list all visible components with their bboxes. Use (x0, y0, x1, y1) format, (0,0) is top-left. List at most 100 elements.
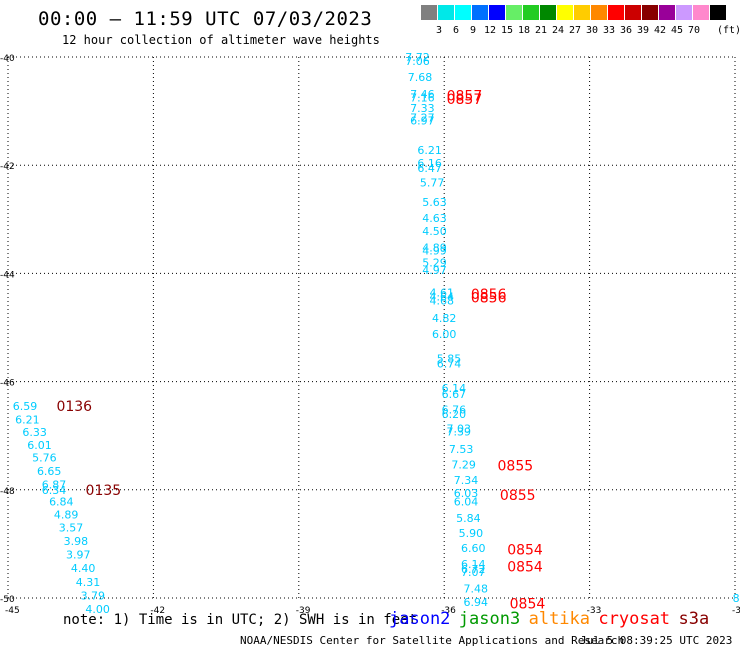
track-west-value: 4.31 (76, 576, 101, 589)
track-west-value: 4.40 (71, 562, 96, 575)
legend-label: 39 (637, 25, 650, 36)
altimeter-tracks: 7.727.067.687.467.167.337.276.976.216.16… (13, 51, 740, 616)
track-east-value: 7.27 (410, 112, 435, 125)
legend-swatch (557, 5, 573, 20)
pass-time-label: 0854 (507, 560, 543, 576)
legend-swatch (642, 5, 658, 20)
legend-label: 12 (484, 25, 497, 36)
track-east-value: 7.39 (446, 425, 471, 438)
page-subtitle: 12 hour collection of altimeter wave hei… (62, 33, 380, 47)
track-west-value: 5.76 (32, 451, 57, 464)
legend-unit: (ft) (717, 25, 740, 36)
track-west-value: 4.00 (85, 603, 110, 616)
pass-time-label: 0857 (447, 88, 483, 104)
satellite-altika: altika (528, 609, 591, 629)
track-west-value: 6.33 (22, 426, 47, 439)
map-grid (7, 56, 736, 599)
legend-label: 42 (654, 25, 667, 36)
track-east-value: 4.89 (422, 241, 447, 254)
track-east-value: 4.82 (432, 312, 457, 325)
track-east-value: 6.14 (461, 558, 486, 571)
track-west-value: 6.21 (15, 413, 40, 426)
y-tick-label: -50 (0, 595, 15, 605)
track-east-value: 7.46 (410, 88, 435, 101)
legend-swatch (421, 5, 437, 20)
pass-time-label: 0857 (447, 92, 483, 108)
track-east-value: 6.60 (461, 542, 486, 555)
pass-time-label: 0855 (498, 458, 534, 474)
legend-swatch (659, 5, 675, 20)
legend-swatch (710, 5, 726, 20)
legend-label: 27 (569, 25, 582, 36)
legend-label: 21 (535, 25, 548, 36)
track-east-value: 4.50 (422, 225, 447, 238)
track-west-value: 6.87 (42, 478, 67, 491)
track-east-value: 7.06 (405, 55, 430, 68)
satellite-s3a: s3a (678, 609, 710, 629)
track-east-value: 6.67 (442, 388, 467, 401)
track-west-value: 4.89 (54, 509, 79, 522)
legend-swatch (540, 5, 556, 20)
y-tick-label: -42 (0, 162, 15, 172)
legend-label: 24 (552, 25, 565, 36)
track-east-value: 6.14 (442, 382, 467, 395)
track-east-value: 5.29 (422, 257, 447, 270)
satellite-jason2: jason2 (389, 609, 451, 629)
track-east-value: 4.64 (430, 291, 455, 304)
legend-label: 45 (671, 25, 684, 36)
pass-time-label: 0855 (500, 488, 536, 504)
legend-swatch (472, 5, 488, 20)
legend-swatch (506, 5, 522, 20)
track-east-value: 7.07 (461, 566, 486, 579)
pass-time-label: 0854 (507, 542, 543, 558)
track-east-value: 6.74 (437, 358, 462, 371)
legend-swatch (591, 5, 607, 20)
track-east-value: 7.33 (410, 102, 435, 115)
track-east-value: 7.29 (451, 458, 476, 471)
pass-time-label: 0136 (56, 399, 92, 415)
track-east-value: 4.63 (422, 212, 447, 225)
x-tick-label: -33 (587, 606, 602, 616)
y-tick-label: -46 (0, 379, 15, 389)
track-east-value: 6.97 (410, 114, 435, 127)
x-tick-label: -45 (5, 606, 20, 616)
legend-label: 36 (620, 25, 633, 36)
track-east-value: 6.16 (417, 157, 442, 170)
pass-time-label: 0856 (471, 291, 507, 307)
legend-swatch (523, 5, 539, 20)
track-east-value: 6.47 (417, 162, 442, 175)
track-west-value: 6.34 (42, 484, 67, 497)
track-west-value: 6.84 (49, 496, 74, 509)
track-west-value: 6.59 (13, 400, 38, 413)
track-east-value: 5.85 (437, 352, 462, 365)
track-east-value: 7.68 (408, 71, 433, 84)
pass-time-label: 0135 (86, 483, 122, 499)
track-east-value: 6.03 (454, 487, 479, 500)
track-east-value: 6.04 (454, 496, 479, 509)
legend-label: 70 (688, 25, 701, 36)
track-east-value: 6.20 (442, 408, 467, 421)
x-tick-label: -42 (150, 606, 165, 616)
legend-swatch (608, 5, 624, 20)
track-east-value: 7.53 (449, 443, 474, 456)
track-east-value: 6.00 (432, 328, 457, 341)
track-east-value: 6.94 (463, 596, 488, 609)
track-east-value: 5.90 (459, 527, 484, 540)
x-tick-label: -30 (732, 606, 740, 616)
x-tick-label: -39 (296, 606, 311, 616)
track-west-value: 3.79 (81, 589, 106, 602)
satellite-cryosat: cryosat (598, 609, 671, 629)
legend-swatch (625, 5, 641, 20)
page-title: 00:00 — 11:59 UTC 07/03/2023 (38, 8, 373, 30)
pass-time-label: 0856 (471, 287, 507, 303)
y-tick-label: -48 (0, 487, 15, 497)
track-east-value: 4.99 (422, 245, 447, 258)
track-east-value: 4.68 (430, 294, 455, 307)
track-east-value: 6.21 (417, 144, 442, 157)
y-tick-label: -44 (0, 270, 15, 280)
track-west-value: 3.57 (59, 522, 84, 535)
satellite-jason3: jason3 (458, 609, 521, 629)
track-west-value: 3.97 (66, 549, 91, 562)
track-east-value: 7.03 (446, 423, 471, 436)
